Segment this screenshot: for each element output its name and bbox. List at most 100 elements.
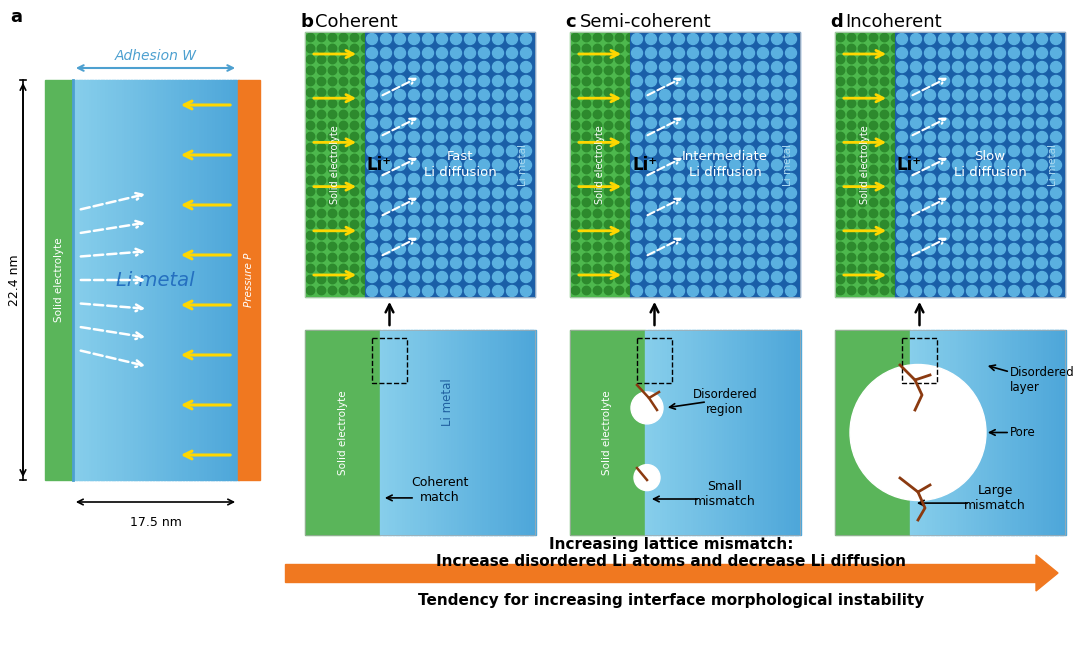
Circle shape <box>307 220 314 228</box>
Circle shape <box>318 165 326 173</box>
Circle shape <box>646 76 657 87</box>
Text: 22.4 nm: 22.4 nm <box>9 254 22 306</box>
Circle shape <box>836 99 845 107</box>
Circle shape <box>626 55 635 63</box>
Circle shape <box>702 258 713 269</box>
Circle shape <box>632 188 643 199</box>
Circle shape <box>981 230 991 241</box>
Circle shape <box>571 33 580 41</box>
Circle shape <box>836 55 845 63</box>
Bar <box>743 330 746 535</box>
Circle shape <box>646 47 657 58</box>
Circle shape <box>605 242 612 250</box>
Circle shape <box>880 132 889 140</box>
Bar <box>164 80 167 480</box>
Circle shape <box>350 276 359 283</box>
Bar <box>777 330 781 535</box>
Circle shape <box>339 154 348 162</box>
Circle shape <box>408 258 419 269</box>
Circle shape <box>366 272 378 283</box>
Circle shape <box>743 47 755 58</box>
Bar <box>92 80 96 480</box>
Circle shape <box>350 154 359 162</box>
Circle shape <box>328 165 337 173</box>
Bar <box>514 330 518 535</box>
Circle shape <box>785 89 797 100</box>
Circle shape <box>859 121 867 129</box>
Circle shape <box>967 243 977 254</box>
Circle shape <box>436 188 447 199</box>
Circle shape <box>582 55 591 63</box>
Circle shape <box>859 220 867 228</box>
Bar <box>235 80 239 480</box>
Circle shape <box>924 230 935 241</box>
Circle shape <box>328 110 337 118</box>
Circle shape <box>394 47 405 58</box>
Circle shape <box>492 146 503 157</box>
Circle shape <box>362 198 369 206</box>
Circle shape <box>626 209 635 217</box>
Bar <box>525 330 528 535</box>
Bar <box>421 330 424 535</box>
Circle shape <box>967 173 977 184</box>
Circle shape <box>362 132 369 140</box>
Circle shape <box>582 88 591 96</box>
Circle shape <box>436 160 447 171</box>
Circle shape <box>521 173 531 184</box>
Circle shape <box>688 146 699 157</box>
Circle shape <box>478 34 489 45</box>
Bar <box>512 330 515 535</box>
Circle shape <box>362 242 369 250</box>
Circle shape <box>422 61 433 72</box>
Circle shape <box>366 258 378 269</box>
Circle shape <box>632 34 643 45</box>
Bar <box>427 330 430 535</box>
Circle shape <box>478 76 489 87</box>
Bar <box>104 80 107 480</box>
Circle shape <box>1037 89 1048 100</box>
Circle shape <box>464 173 475 184</box>
Circle shape <box>702 76 713 87</box>
Bar <box>648 330 651 535</box>
Circle shape <box>910 160 921 171</box>
Circle shape <box>339 265 348 272</box>
Bar <box>106 80 110 480</box>
Circle shape <box>605 121 612 129</box>
Circle shape <box>688 201 699 212</box>
Circle shape <box>380 230 391 241</box>
Circle shape <box>394 89 405 100</box>
Circle shape <box>362 187 369 195</box>
Text: b: b <box>300 13 313 31</box>
Bar <box>501 330 505 535</box>
Circle shape <box>318 44 326 52</box>
Circle shape <box>880 66 889 74</box>
Circle shape <box>674 47 685 58</box>
Bar <box>429 330 433 535</box>
Bar <box>458 330 461 535</box>
Bar <box>213 80 217 480</box>
Bar <box>928 330 932 535</box>
Circle shape <box>785 243 797 254</box>
Bar <box>395 330 400 535</box>
Circle shape <box>307 99 314 107</box>
Bar <box>194 80 198 480</box>
Bar <box>494 330 497 535</box>
Circle shape <box>967 188 977 199</box>
Text: Li metal: Li metal <box>783 144 793 186</box>
Bar <box>944 330 947 535</box>
Circle shape <box>880 187 889 195</box>
Circle shape <box>848 242 855 250</box>
Bar <box>983 330 986 535</box>
Circle shape <box>1051 230 1062 241</box>
Bar <box>519 330 523 535</box>
Circle shape <box>593 33 602 41</box>
Circle shape <box>688 47 699 58</box>
Circle shape <box>339 88 348 96</box>
Circle shape <box>981 188 991 199</box>
Circle shape <box>924 258 935 269</box>
Circle shape <box>836 198 845 206</box>
Bar <box>910 330 914 535</box>
Circle shape <box>1023 47 1034 58</box>
Circle shape <box>350 287 359 294</box>
Circle shape <box>380 272 391 283</box>
